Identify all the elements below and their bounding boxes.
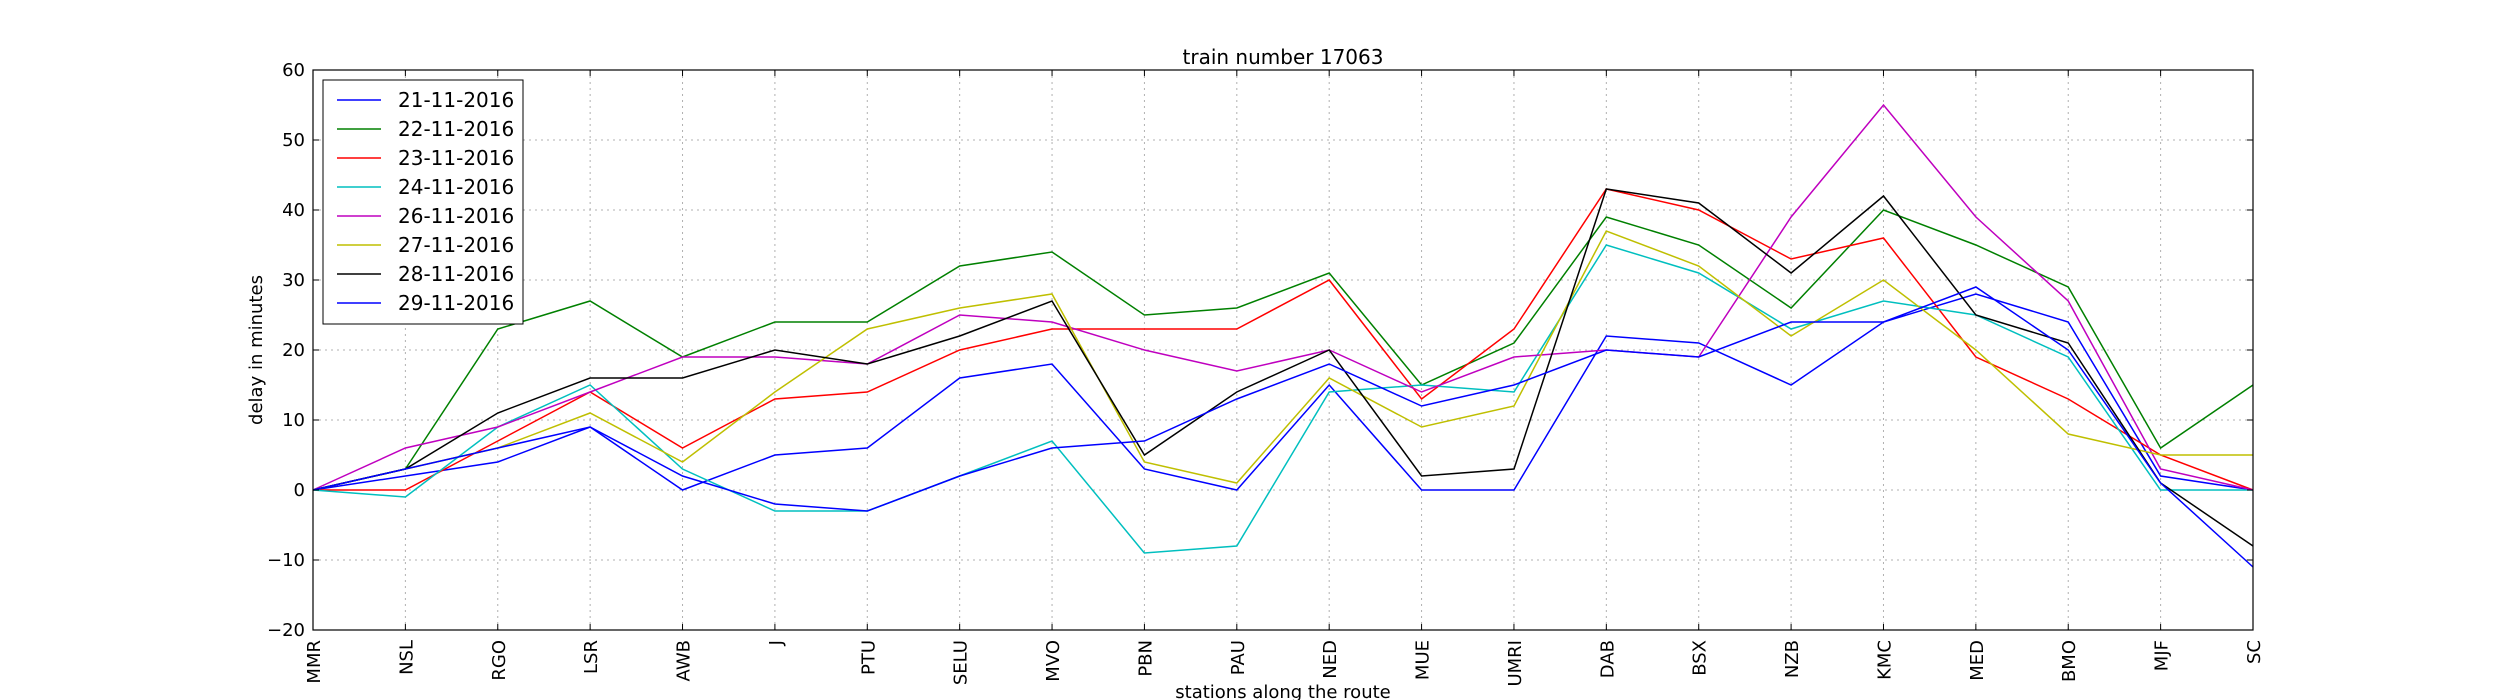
legend-label: 28-11-2016 (398, 262, 514, 286)
x-tick-label: MED (1967, 640, 1988, 681)
series-line (312, 286, 2254, 568)
series-line (312, 230, 2253, 491)
legend-label: 24-11-2016 (398, 175, 514, 199)
grid (312, 69, 2254, 631)
y-tick-label: 50 (282, 130, 305, 151)
y-tick-label: 20 (282, 340, 305, 361)
plot-area (312, 69, 2254, 631)
y-tick-label: 30 (282, 270, 305, 291)
x-tick-label: SELU (951, 640, 972, 685)
y-axis-label: delay in minutes (246, 275, 267, 425)
x-tick-label: NSL (396, 640, 417, 675)
series-line (312, 244, 2253, 554)
series-lines (312, 103, 2254, 568)
x-tick-label: SC (2244, 640, 2265, 664)
legend-label: 27-11-2016 (398, 233, 514, 257)
y-tick-label: −20 (267, 620, 305, 641)
y-tick-label: 40 (282, 200, 305, 221)
x-tick-label: RGO (489, 640, 510, 681)
series-line (312, 209, 2254, 491)
chart-title: train number 17063 (1183, 45, 1384, 69)
legend-label: 26-11-2016 (398, 204, 514, 228)
x-tick-label: BSX (1690, 640, 1711, 676)
x-axis-label: stations along the route (1175, 682, 1390, 700)
x-tick-label: NZB (1782, 640, 1803, 678)
series-line (312, 188, 2254, 547)
x-tick-label: PBN (1135, 640, 1156, 677)
legend-box (322, 79, 524, 325)
series-line (312, 103, 2254, 491)
x-tick-label: BMO (2059, 640, 2080, 682)
legend-label: 21-11-2016 (398, 88, 514, 112)
series-line (312, 293, 2254, 491)
x-tick-label: NED (1320, 640, 1341, 679)
x-tick-label: PAU (1228, 640, 1249, 675)
legend-label: 22-11-2016 (398, 117, 514, 141)
legend-label: 23-11-2016 (398, 146, 514, 170)
legend-label: 29-11-2016 (398, 291, 514, 315)
x-tick-label: MJF (2152, 640, 2173, 671)
x-tick-label: AWB (674, 640, 695, 681)
y-tick-label: 10 (282, 410, 305, 431)
y-tick-label: −10 (267, 550, 305, 571)
x-tick-label: MMR (304, 640, 325, 684)
x-tick-label: MVO (1043, 640, 1064, 682)
x-tick-label: DAB (1597, 640, 1618, 678)
x-tick-label: LSR (581, 640, 602, 674)
x-tick-label: PTU (858, 640, 879, 675)
series-line (313, 188, 2254, 491)
x-tick-label: J (766, 640, 787, 646)
x-tick-label: UMRI (1505, 640, 1526, 687)
legend: 21-11-2016 22-11-2016 23-11-2016 24-11-2016… (322, 79, 524, 325)
y-tick-label: 60 (282, 60, 305, 81)
x-tick-label: MUE (1413, 640, 1434, 680)
x-axis-ticks: MMR NSL RGO LSR AWB J PTU SELU MVO PBN PAU NED MUE UM… (304, 70, 2265, 687)
y-axis-ticks: −20 −10 0 10 20 30 40 50 60 (267, 60, 2253, 641)
x-tick-label: KMC (1874, 640, 1895, 680)
y-tick-label: 0 (294, 480, 305, 501)
